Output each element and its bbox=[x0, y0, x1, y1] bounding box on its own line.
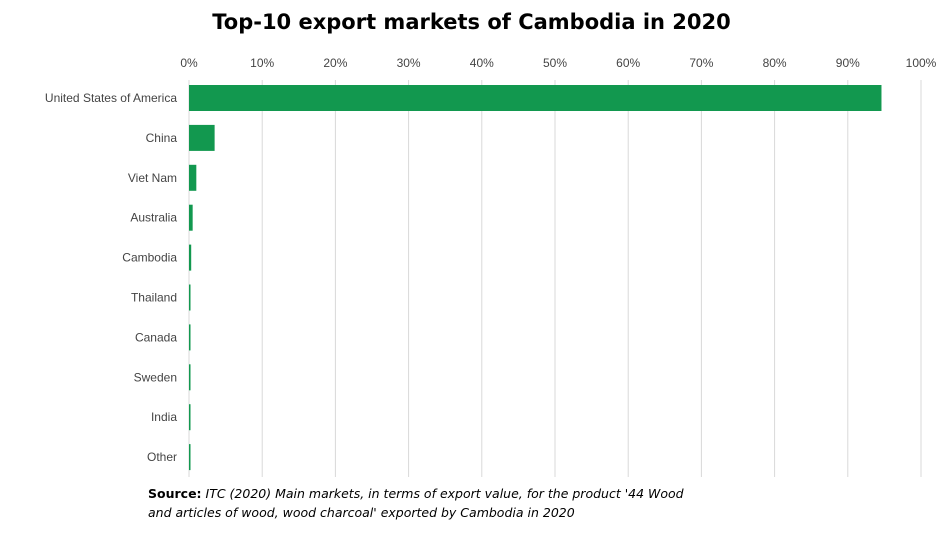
x-tick-label: 100% bbox=[906, 56, 937, 70]
bar bbox=[189, 284, 191, 311]
source-note: Source: ITC (2020) Main markets, in term… bbox=[148, 484, 708, 522]
source-label: Source: bbox=[148, 486, 202, 501]
category-label: Australia bbox=[130, 211, 177, 225]
category-label: Viet Nam bbox=[128, 171, 177, 185]
bar bbox=[189, 404, 191, 431]
bar bbox=[189, 324, 191, 351]
x-tick-label: 50% bbox=[543, 56, 567, 70]
x-tick-label: 90% bbox=[836, 56, 860, 70]
category-label: United States of America bbox=[45, 91, 177, 105]
category-label: China bbox=[146, 131, 178, 145]
x-tick-label: 60% bbox=[616, 56, 640, 70]
bar bbox=[189, 244, 192, 271]
category-label: Canada bbox=[135, 330, 177, 344]
x-tick-label: 0% bbox=[180, 56, 198, 70]
category-label: India bbox=[151, 410, 177, 424]
bar-chart: 0% 10% 20% 30% 40% 50% 60% 70% 80% 90% 100% United … bbox=[45, 56, 937, 477]
x-tick-label: 70% bbox=[689, 56, 713, 70]
category-label: Cambodia bbox=[122, 251, 177, 265]
chart-title: Top-10 export markets of Cambodia in 202… bbox=[212, 10, 731, 34]
bar bbox=[189, 364, 191, 391]
bar bbox=[189, 124, 215, 151]
x-tick-label: 30% bbox=[397, 56, 421, 70]
bar bbox=[189, 164, 197, 191]
x-tick-label: 40% bbox=[470, 56, 494, 70]
category-label: Thailand bbox=[131, 291, 177, 305]
x-tick-label: 80% bbox=[763, 56, 787, 70]
bar bbox=[189, 85, 882, 111]
bar bbox=[189, 444, 191, 471]
category-label: Other bbox=[147, 450, 177, 464]
bar bbox=[189, 204, 193, 231]
x-tick-label: 20% bbox=[323, 56, 347, 70]
source-text: ITC (2020) Main markets, in terms of exp… bbox=[148, 486, 684, 520]
x-tick-label: 10% bbox=[250, 56, 274, 70]
category-label: Sweden bbox=[134, 370, 177, 384]
